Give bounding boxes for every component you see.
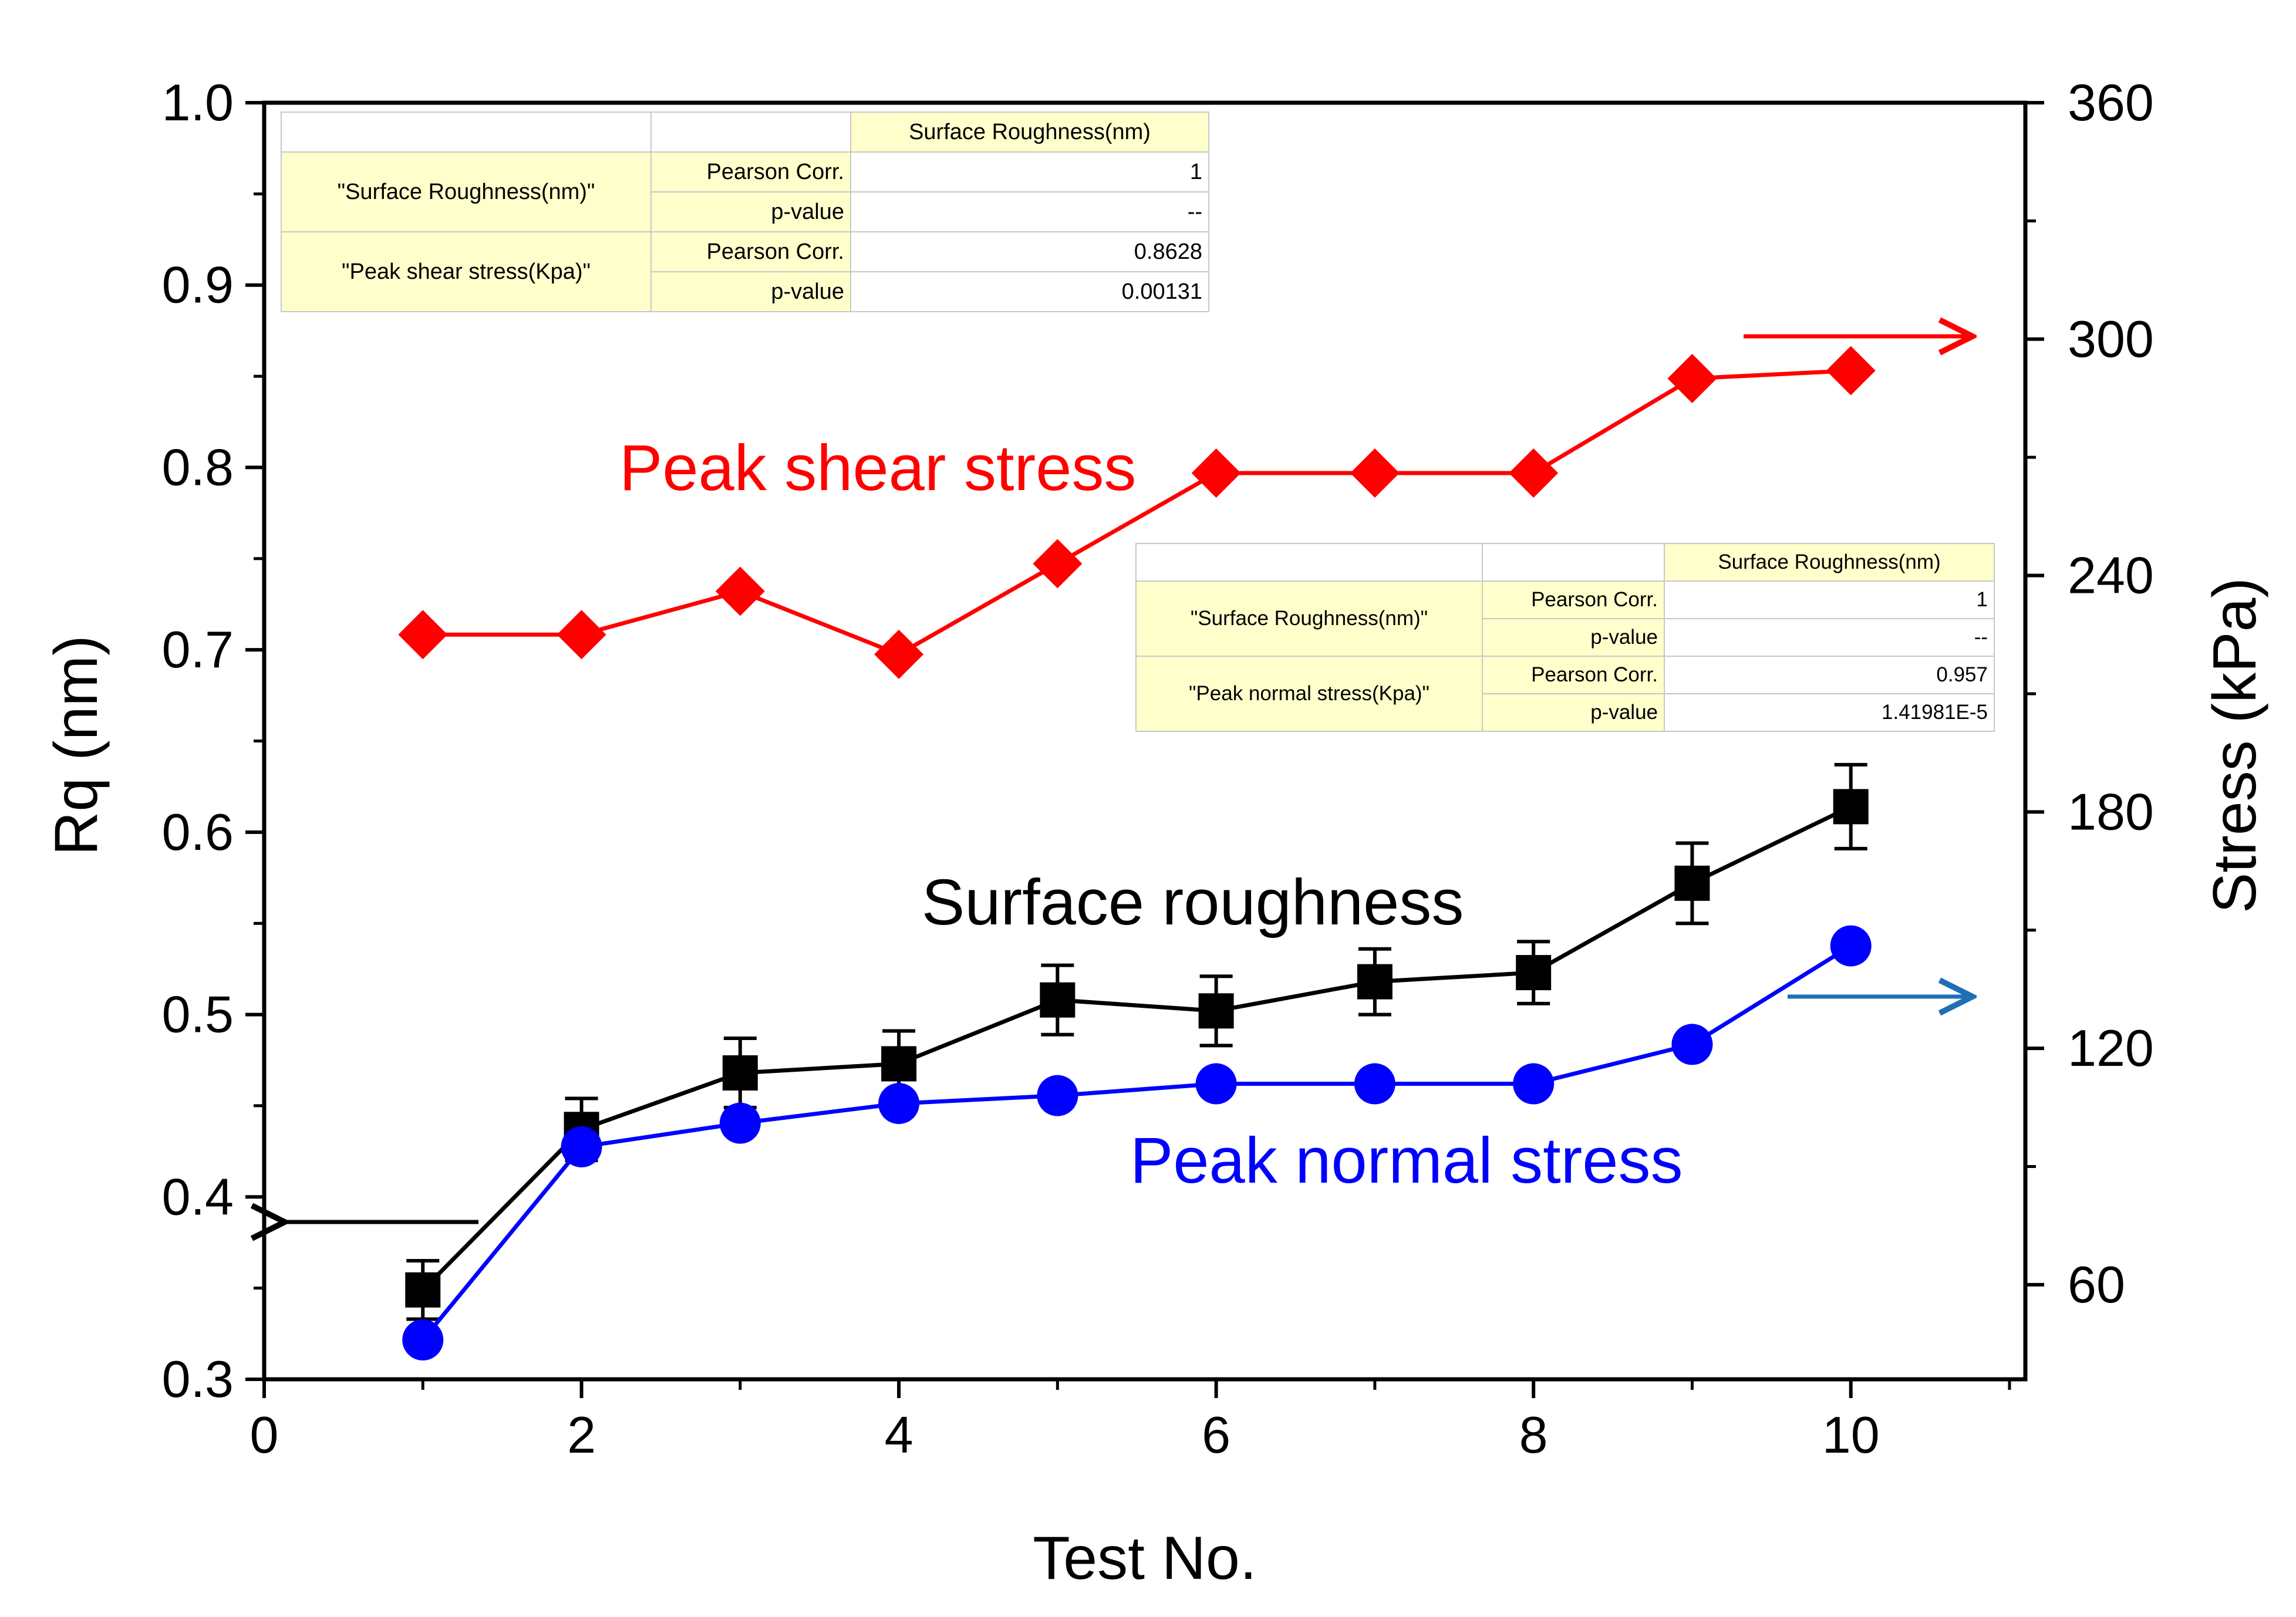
annotation-peak-shear-stress: Peak shear stress: [619, 432, 1136, 504]
table-stat-label: Pearson Corr.: [1482, 580, 1665, 619]
table-header: Surface Roughness(nm): [1664, 543, 1995, 582]
table-stat-label: Pearson Corr.: [650, 151, 851, 193]
data-point: [561, 1126, 602, 1167]
data-point: [398, 610, 448, 660]
data-point: [1667, 353, 1717, 403]
table-row-variable: "Peak normal stress(Kpa)": [1135, 656, 1483, 732]
x-tick-label: 8: [1519, 1406, 1548, 1464]
right-tick-label: 120: [2068, 1019, 2154, 1077]
annotation-surface-roughness: Surface roughness: [922, 866, 1464, 939]
table-stat-label: p-value: [650, 271, 851, 312]
data-point: [719, 1102, 761, 1144]
data-point: [1830, 925, 1872, 967]
x-tick-label: 0: [250, 1406, 279, 1464]
series-surface-roughness: [405, 762, 1869, 1321]
data-point: [874, 629, 924, 679]
table-stat-label: p-value: [650, 191, 851, 232]
data-point: [557, 610, 606, 660]
table-row-variable: "Peak shear stress(Kpa)": [281, 231, 652, 312]
left-tick-label: 0.3: [162, 1350, 234, 1408]
data-point: [1040, 982, 1075, 1018]
x-axis-label: Test No.: [1033, 1524, 1256, 1592]
data-point: [1671, 1024, 1713, 1065]
correlation-table-normal: Surface Roughness(nm) "Surface Roughness…: [1135, 543, 1995, 732]
series-peak-normal-stress: [402, 925, 1872, 1361]
table-cell: 1: [1664, 580, 1995, 619]
data-point: [1826, 346, 1876, 396]
right-tick-label: 300: [2068, 310, 2154, 368]
table-stat-label: p-value: [1482, 618, 1665, 657]
x-tick-label: 2: [567, 1406, 596, 1464]
data-point: [715, 566, 765, 616]
table-row-variable: "Surface Roughness(nm)": [281, 151, 652, 232]
table-stat-label: Pearson Corr.: [650, 231, 851, 272]
data-point: [1198, 993, 1234, 1029]
data-point: [722, 1055, 758, 1091]
left-tick-label: 0.6: [162, 803, 234, 861]
right-tick-label: 360: [2068, 73, 2154, 131]
data-point: [1350, 448, 1400, 498]
table-cell: --: [1664, 618, 1995, 657]
series-layer: [398, 346, 1876, 1361]
data-point: [405, 1272, 441, 1308]
table-stat-label: Pearson Corr.: [1482, 656, 1665, 694]
data-point: [1357, 964, 1393, 1000]
left-tick-label: 0.8: [162, 438, 234, 496]
y-axis-right-label: Stress (kPa): [2201, 578, 2269, 913]
data-point: [1033, 539, 1083, 589]
table-cell: 1: [850, 151, 1209, 193]
x-tick-label: 10: [1822, 1406, 1880, 1464]
x-tick-label: 6: [1202, 1406, 1230, 1464]
data-point: [881, 1046, 917, 1082]
annotation-peak-normal-stress: Peak normal stress: [1130, 1125, 1683, 1197]
data-point: [1354, 1063, 1395, 1105]
data-point: [1513, 1063, 1555, 1105]
data-point: [1509, 448, 1559, 498]
data-point: [878, 1083, 920, 1125]
left-tick-label: 0.9: [162, 256, 234, 314]
table-cell: 0.00131: [850, 271, 1209, 312]
table-row-variable: "Surface Roughness(nm)": [1135, 580, 1483, 657]
left-axis-ticks: 0.3 0.4 0.5 0.6 0.7 0.8 0.9 1.0: [162, 73, 264, 1408]
data-point: [1833, 789, 1869, 825]
table-cell: 0.8628: [850, 231, 1209, 272]
x-tick-label: 4: [885, 1406, 913, 1464]
table-corner: [650, 112, 851, 153]
table-header: Surface Roughness(nm): [850, 112, 1209, 153]
right-tick-label: 240: [2068, 546, 2154, 605]
left-tick-label: 0.7: [162, 620, 234, 678]
table-cell: --: [850, 191, 1209, 232]
series-line: [423, 368, 1851, 657]
series-line: [421, 944, 1852, 1342]
left-tick-label: 0.5: [162, 985, 234, 1044]
data-point: [1191, 448, 1241, 498]
table-cell: 0.957: [1664, 656, 1995, 694]
x-axis-ticks: 0 2 4 6 8 10: [250, 1379, 2011, 1464]
data-point: [1516, 955, 1552, 991]
right-tick-label: 180: [2068, 782, 2154, 840]
data-point: [1195, 1063, 1237, 1105]
correlation-table-shear: Surface Roughness(nm) "Surface Roughness…: [281, 112, 1209, 312]
left-tick-label: 1.0: [162, 73, 234, 131]
left-tick-label: 0.4: [162, 1167, 234, 1226]
data-point: [1674, 865, 1710, 901]
right-axis-ticks: 60 120 180 240 300 360: [2025, 73, 2154, 1314]
table-corner: [281, 112, 652, 153]
data-point: [1037, 1075, 1078, 1116]
y-axis-left-label: Rq (nm): [42, 635, 110, 856]
right-tick-label: 60: [2068, 1255, 2125, 1314]
table-corner: [1482, 543, 1665, 582]
table-stat-label: p-value: [1482, 693, 1665, 732]
series-line: [421, 805, 1852, 1292]
table-corner: [1135, 543, 1483, 582]
data-point: [402, 1319, 444, 1361]
series-peak-shear-stress: [398, 346, 1876, 679]
table-cell: 1.41981E-5: [1664, 693, 1995, 732]
